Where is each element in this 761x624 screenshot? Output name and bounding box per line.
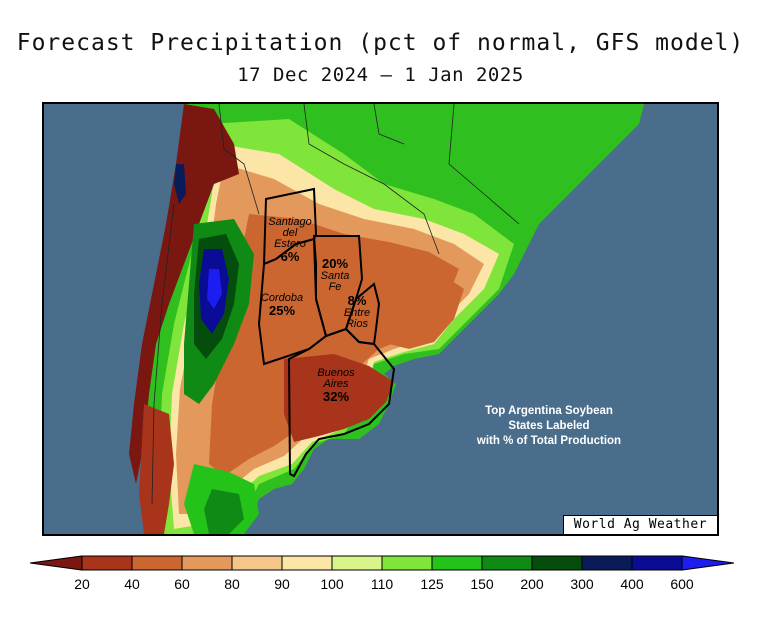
legend-swatch — [181, 555, 233, 571]
legend-tick-label: 300 — [570, 576, 594, 592]
north-andes-blue — [174, 164, 186, 204]
precip-map: Santiago del Estero 6% 20% Santa Fe Cord… — [42, 102, 719, 536]
state-name-line: Buenos — [317, 367, 355, 379]
patagonia-dark — [204, 489, 244, 534]
legend-arrow-high — [681, 555, 734, 571]
legend-tick-label: 40 — [124, 576, 140, 592]
chart-subtitle: 17 Dec 2024 — 1 Jan 2025 — [237, 64, 524, 86]
legend-tick-label: 400 — [620, 576, 644, 592]
legend-tick-label: 600 — [670, 576, 694, 592]
andes-red-south — [139, 404, 174, 534]
legend-tick-label: 80 — [224, 576, 240, 592]
state-name-line: Santa — [320, 270, 350, 282]
state-name-line: Rios — [345, 318, 368, 330]
state-entre-rios: 8% Entre Rios — [336, 294, 378, 330]
band-40 — [284, 354, 394, 442]
precip-map-graphic — [44, 104, 717, 534]
state-production-pct: 20% — [321, 256, 349, 271]
legend-arrow-low — [30, 555, 83, 571]
state-name-line: Estero — [274, 238, 306, 250]
state-santiago-del-estero: Santiago del Estero 6% — [264, 217, 316, 264]
legend-tick-label: 20 — [74, 576, 90, 592]
state-name-line: Cordoba — [260, 292, 304, 304]
chart-title: Forecast Precipitation (pct of normal, G… — [16, 30, 745, 56]
legend-swatch — [81, 555, 133, 571]
uruguay-dry — [384, 272, 464, 349]
legend-tick-label: 150 — [470, 576, 494, 592]
legend-tick-label: 200 — [520, 576, 544, 592]
legend-swatch — [331, 555, 383, 571]
cordoba-outline — [257, 237, 328, 366]
country-borders — [151, 104, 520, 505]
state-production-pct: 25% — [268, 303, 296, 318]
state-production-pct: 32% — [322, 389, 350, 404]
state-production-pct: 8% — [347, 293, 367, 308]
state-name-line: del — [282, 227, 298, 239]
map-note: Top Argentina Soybean States Labeled wit… — [449, 404, 649, 449]
legend-swatch — [581, 555, 633, 571]
note-line: States Labeled — [508, 420, 590, 432]
note-line: with % of Total Production — [476, 435, 622, 447]
legend-swatch — [131, 555, 183, 571]
legend-swatch — [431, 555, 483, 571]
state-buenos-aires: Buenos Aires 32% — [310, 368, 362, 404]
state-production-pct: 6% — [280, 249, 300, 264]
color-legend: 20 40 60 80 90 100 110 125 150 200 300 400 600 — [30, 553, 734, 593]
state-name-line: Entre — [343, 307, 371, 319]
legend-tick-label: 110 — [370, 576, 394, 592]
state-name-line: Fe — [328, 281, 342, 293]
note-line: Top Argentina Soybean — [485, 405, 613, 417]
legend-swatch — [281, 555, 333, 571]
legend-swatch — [531, 555, 583, 571]
state-name-line: Santiago — [268, 216, 312, 228]
legend-tick-label: 125 — [420, 576, 444, 592]
band-60 — [209, 214, 459, 476]
legend-tick-label: 60 — [174, 576, 190, 592]
state-santa-fe: 20% Santa Fe — [312, 257, 358, 293]
state-name-line: Aires — [323, 378, 349, 390]
credit-label: World Ag Weather — [562, 515, 717, 534]
legend-swatch — [481, 555, 533, 571]
state-cordoba: Cordoba 25% — [254, 293, 310, 318]
province-outlines — [257, 187, 396, 478]
legend-tick-label: 90 — [274, 576, 290, 592]
buenos-aires-outline — [287, 327, 396, 478]
andes-wet-bright — [207, 269, 222, 309]
legend-tick-label: 100 — [320, 576, 344, 592]
legend-swatch — [231, 555, 283, 571]
legend-colorbar — [30, 555, 734, 571]
legend-swatch — [631, 555, 683, 571]
legend-swatch — [381, 555, 433, 571]
